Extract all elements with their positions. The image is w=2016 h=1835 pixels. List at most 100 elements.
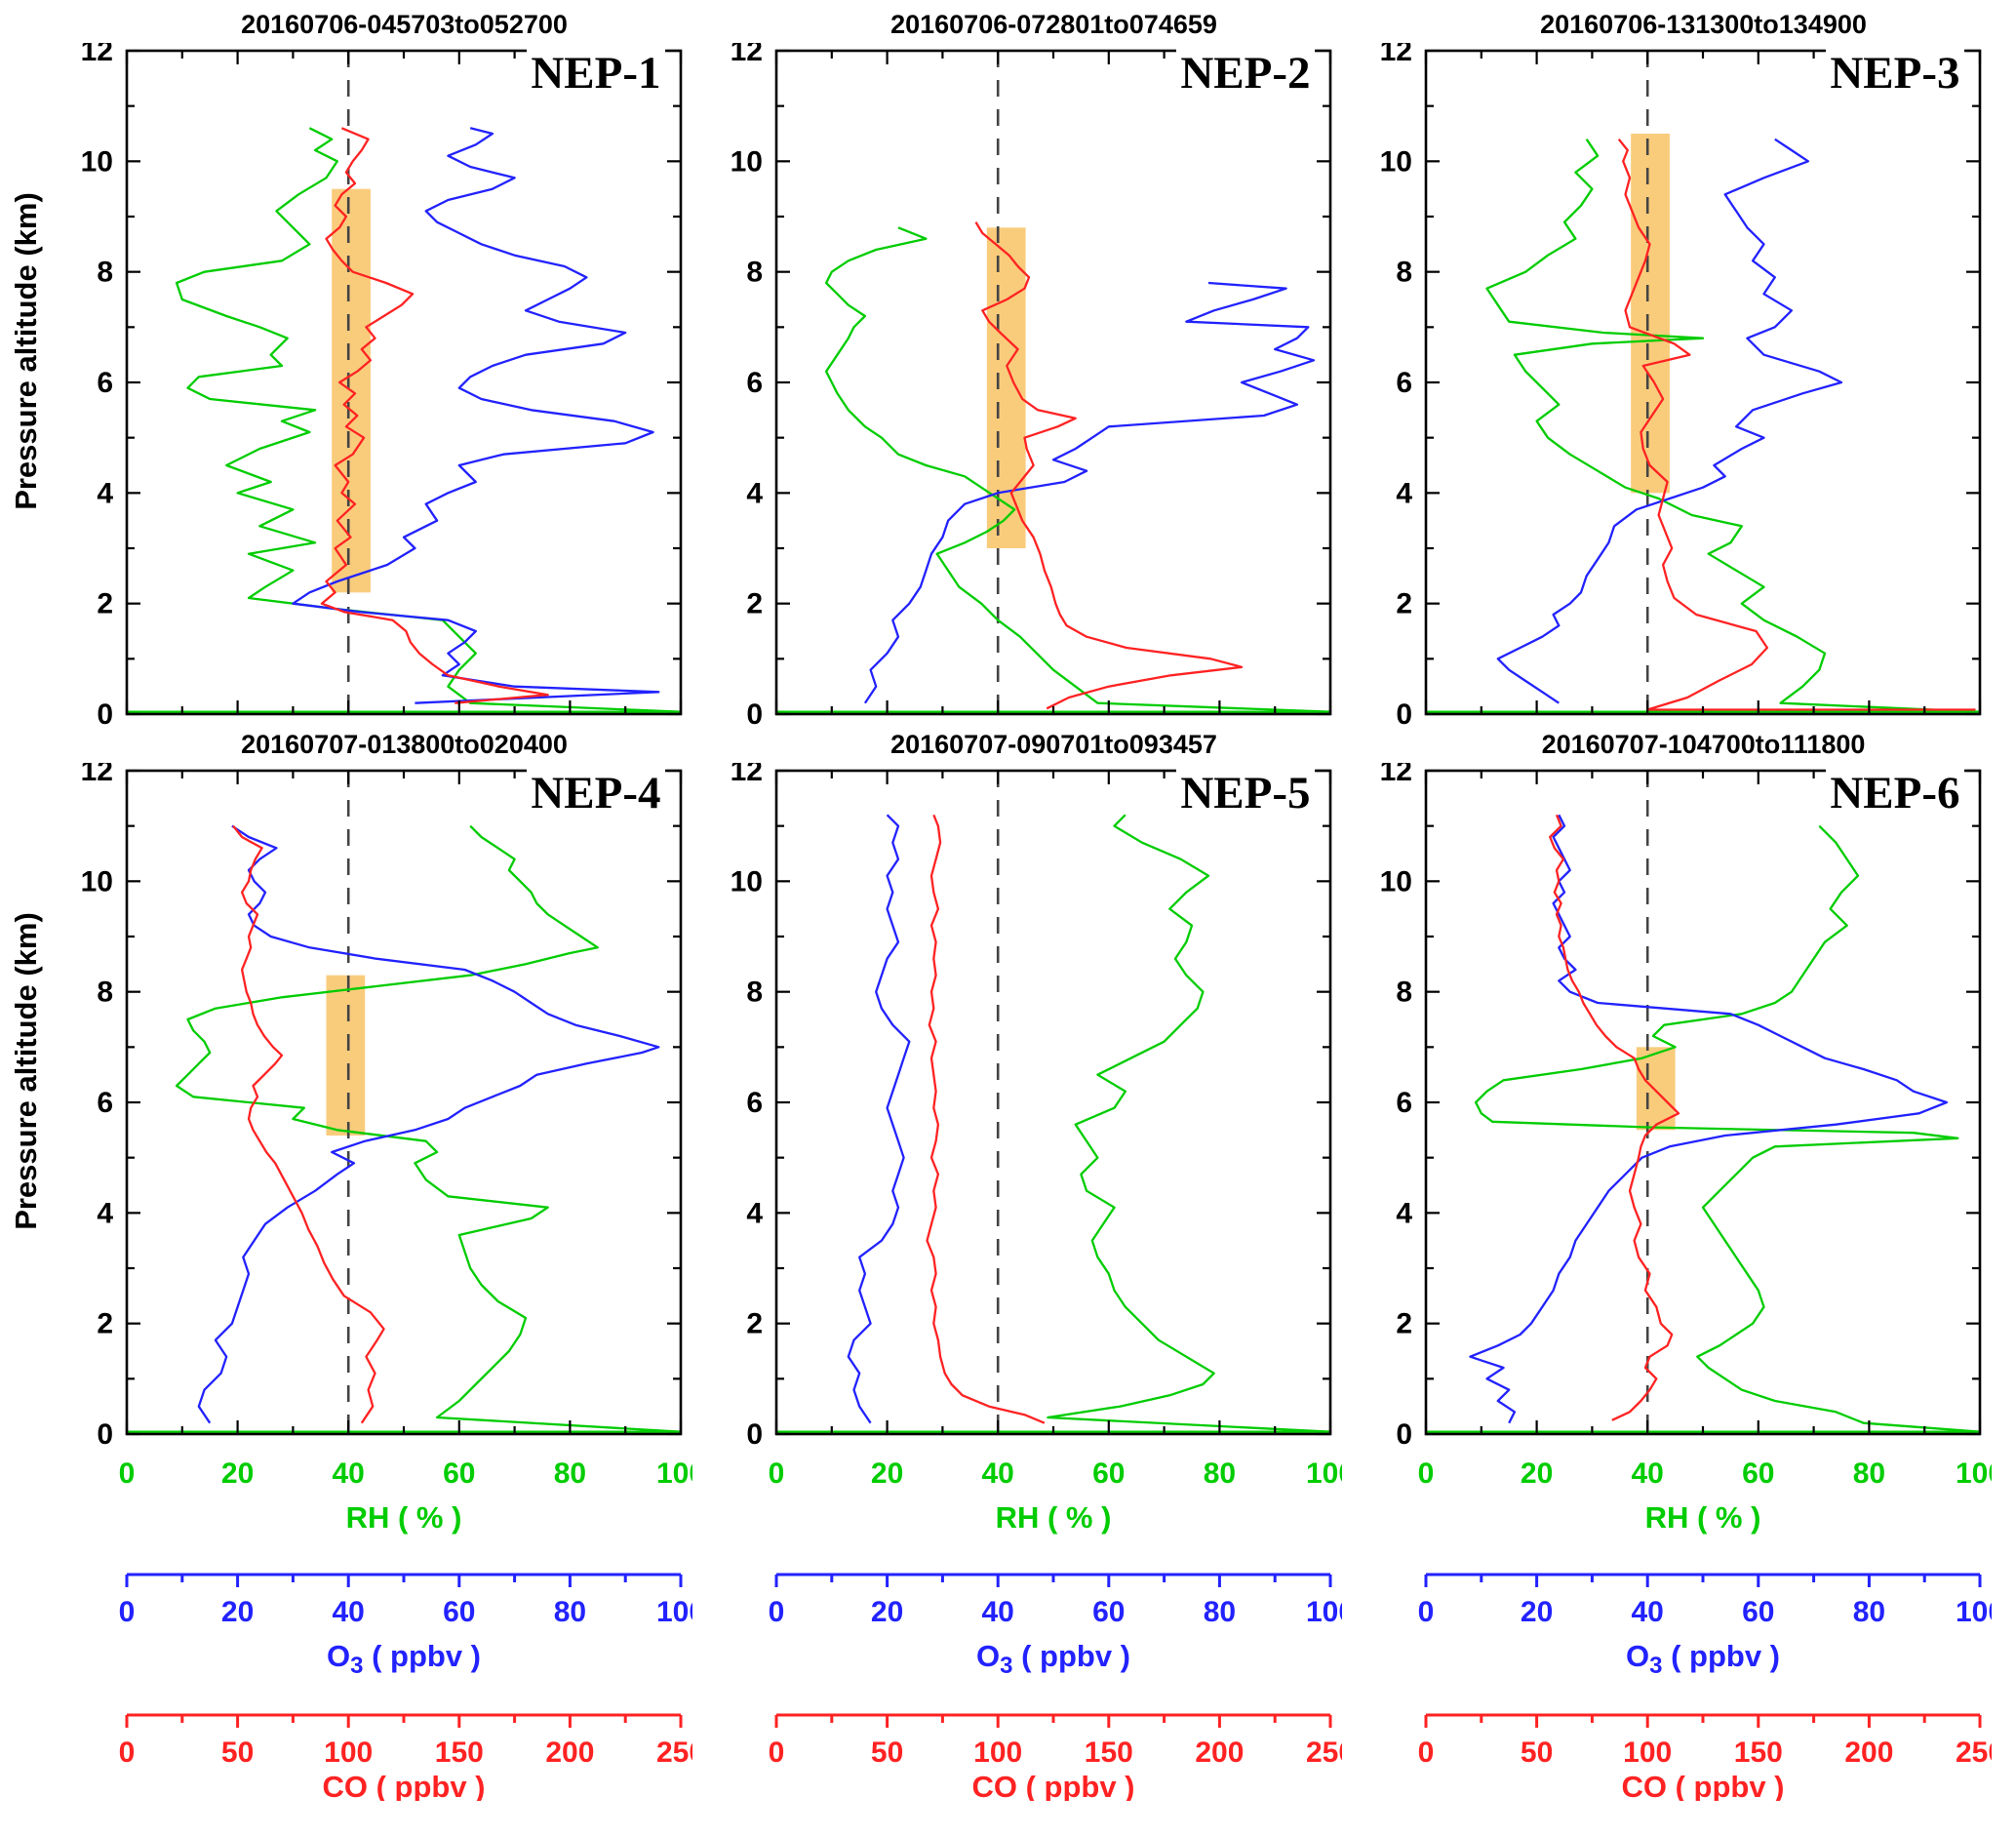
o3-curve [1496,138,1842,704]
co-axis-label: CO ( ppbv ) [322,1770,485,1801]
co-axis-label: CO ( ppbv ) [971,1770,1134,1801]
y-tick-label: 0 [97,1418,113,1446]
o3-tick-label: 80 [1203,1596,1235,1628]
nep-3-label: NEP-3 [1826,47,1964,100]
y-axis-title-row2: Pressure altitude (km) [4,726,49,1446]
rh-tick-label: 0 [768,1457,784,1490]
co-tick-label: 200 [545,1736,594,1769]
y-tick-label: 2 [97,588,113,620]
y-axis-title-row1: Pressure altitude (km) [4,6,49,726]
rh-curve [775,814,1331,1433]
y-tick-label: 8 [1396,257,1412,289]
nep-4-label: NEP-4 [527,767,665,819]
o3-curve [291,127,659,704]
axis-ticks [1424,49,1981,716]
rh-tick-label: 100 [1955,1457,1991,1490]
co-tick-label: 150 [1084,1736,1132,1769]
co-tick-label: 0 [768,1736,784,1769]
y-tick-label: 10 [80,865,112,898]
panel-title: 20160706-131300to134900 [1540,10,1867,39]
plot-frame [125,769,682,1436]
o3-axis-line [1424,1573,1981,1587]
y-tick-label: 12 [1379,43,1411,67]
panel-title: 20160707-090701to093457 [890,730,1217,759]
highlight-band [1630,134,1670,494]
y-tick-label: 6 [1396,367,1412,399]
axis-ticks [1424,769,1981,1436]
rh-tick-label: 100 [655,1457,692,1490]
o3-tick-label: 40 [1631,1596,1663,1628]
bottom-axes-row: 0 20 40 60 80 100 RH ( % ) 0 20 40 60 80 100 O3 ( ppb… [4,1450,2013,1801]
nep-6-label: NEP-6 [1826,767,1964,819]
co-curve [1617,138,1975,711]
y-tick-label: 12 [730,43,762,67]
panel-nep-1: 20160706-045703to052700 0 2 4 6 8 10 12 NEP-1 [49,6,692,726]
y-tick-label: 12 [730,763,762,787]
o3-tick-label: 20 [220,1596,253,1628]
co-curve [231,824,385,1424]
rh-tick-label: 100 [1305,1457,1341,1490]
co-curve [925,814,1045,1424]
y-tick-label: 12 [80,763,112,787]
plot-frame [1424,769,1981,1436]
y-tick-label: 12 [80,43,112,67]
y-tick-label: 8 [97,977,113,1009]
rh-tick-label: 80 [1852,1457,1884,1490]
o3-tick-label: 0 [1417,1596,1434,1628]
highlight-band [325,975,365,1136]
rh-curve [1425,824,1981,1433]
y-tick-label: 4 [97,1197,113,1229]
o3-curve [847,814,910,1424]
panel-title: 20160707-104700to111800 [1541,730,1866,759]
rh-tick-label: 80 [1203,1457,1235,1490]
o3-curve [197,824,659,1424]
footer-spacer [4,1450,49,1801]
co-tick-label: 200 [1195,1736,1244,1769]
rh-tick-label: 40 [1631,1457,1663,1490]
bottom-axes-col2: 0 20 40 60 80 100 RH ( % ) 0 20 40 60 80 100 O3 ( ppb… [768,1457,1341,1801]
rh-tick-label: 40 [981,1457,1013,1490]
rh-tick-label: 20 [1520,1457,1552,1490]
o3-tick-label: 0 [118,1596,135,1628]
panel-title: 20160707-013800to020400 [241,730,568,759]
y-tick-label: 2 [1396,1308,1412,1340]
o3-tick-label: 20 [1520,1596,1552,1628]
nep-5-plot: 0 2 4 6 8 10 12 [730,763,1331,1446]
co-tick-label: 200 [1844,1736,1893,1769]
nep-1-label: NEP-1 [527,47,665,100]
y-tick-label: 8 [1396,977,1412,1009]
co-tick-label: 50 [870,1736,902,1769]
co-tick-label: 100 [324,1736,373,1769]
co-axis-line [774,1713,1331,1728]
co-axis-line [1424,1713,1981,1728]
co-curve [974,221,1243,710]
co-tick-label: 100 [1623,1736,1672,1769]
y-tick-label: 0 [746,1418,763,1446]
rh-tick-label: 40 [332,1457,364,1490]
y-tick-label: 10 [730,865,762,898]
o3-axis-line [774,1573,1331,1587]
rh-tick-label: 80 [553,1457,585,1490]
rh-axis-label: RH ( % ) [995,1500,1111,1535]
y-tick-label: 2 [746,1308,763,1340]
co-tick-label: 50 [220,1736,253,1769]
co-tick-label: 100 [973,1736,1022,1769]
panel-title: 20160706-045703to052700 [241,10,568,39]
o3-tick-label: 100 [1305,1596,1341,1628]
panel-row-2: Pressure altitude (km) 20160707-013800to… [4,726,2013,1446]
o3-tick-label: 100 [1955,1596,1991,1628]
nep-6-plot: 0 2 4 6 8 10 12 [1379,763,1981,1446]
y-tick-label: 2 [1396,588,1412,620]
highlight-band [986,227,1026,549]
axis-ticks [125,49,682,716]
rh-tick-label: 0 [1417,1457,1434,1490]
figure: Pressure altitude (km) 20160706-045703to… [4,6,2013,1801]
y-tick-label: 8 [97,257,113,289]
rh-curve [1425,139,1981,713]
o3-curve [863,281,1315,704]
co-tick-label: 0 [118,1736,135,1769]
rh-axis-label: RH ( % ) [345,1500,461,1535]
panel-nep-6: 20160707-104700to111800 0 2 4 6 8 10 12 NEP-6 [1348,726,1992,1446]
o3-tick-label: 80 [1852,1596,1884,1628]
rh-tick-label: 0 [118,1457,135,1490]
